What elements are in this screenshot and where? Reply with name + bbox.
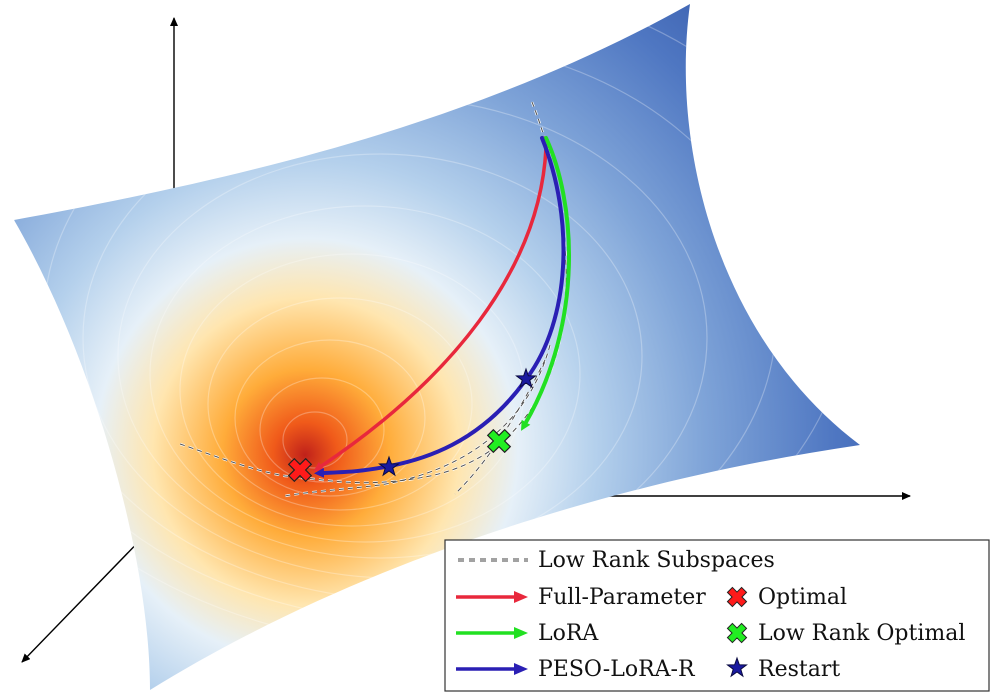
legend-label-peso-lora-r: PESO-LoRA-R [538,657,696,682]
legend: Low Rank Subspaces Full-Parameter LoRA P… [444,539,990,692]
legend-entry-restart: Restart [726,656,840,682]
legend-entry-subspaces: Low Rank Subspaces [458,548,775,573]
restart-marker-2 [515,367,537,389]
legend-box [444,539,990,692]
y-axis [21,529,151,663]
legend-label-restart: Restart [758,657,840,682]
full-parameter-trajectory-arrow [313,146,548,472]
star-icon [726,656,748,678]
optimal-marker [287,457,313,483]
arrow-head-icon [514,627,528,639]
peso-lora-r-trajectory-arrow [314,136,566,478]
legend-label-full-parameter: Full-Parameter [538,585,706,610]
legend-entry-full-parameter: Full-Parameter [456,585,706,610]
low-rank-optimal-marker [486,428,512,454]
legend-entry-lora: LoRA [456,621,599,646]
arrow-head-icon [514,663,528,675]
legend-label-optimal: Optimal [758,585,847,610]
legend-label-subspaces: Low Rank Subspaces [538,548,775,573]
legend-label-low-rank-optimal: Low Rank Optimal [758,621,965,646]
cross-mark-icon [726,622,748,644]
legend-entry-low-rank-optimal: Low Rank Optimal [726,621,965,646]
legend-entry-optimal: Optimal [726,585,847,610]
legend-label-lora: LoRA [538,621,599,646]
lora-trajectory-arrow [521,136,571,431]
optimization-trajectories [313,136,571,478]
legend-entry-peso-lora-r: PESO-LoRA-R [456,657,696,682]
cross-mark-icon [726,586,748,608]
restart-marker-1 [378,455,400,477]
arrow-head-icon [514,591,528,603]
coordinate-axes [21,17,911,663]
